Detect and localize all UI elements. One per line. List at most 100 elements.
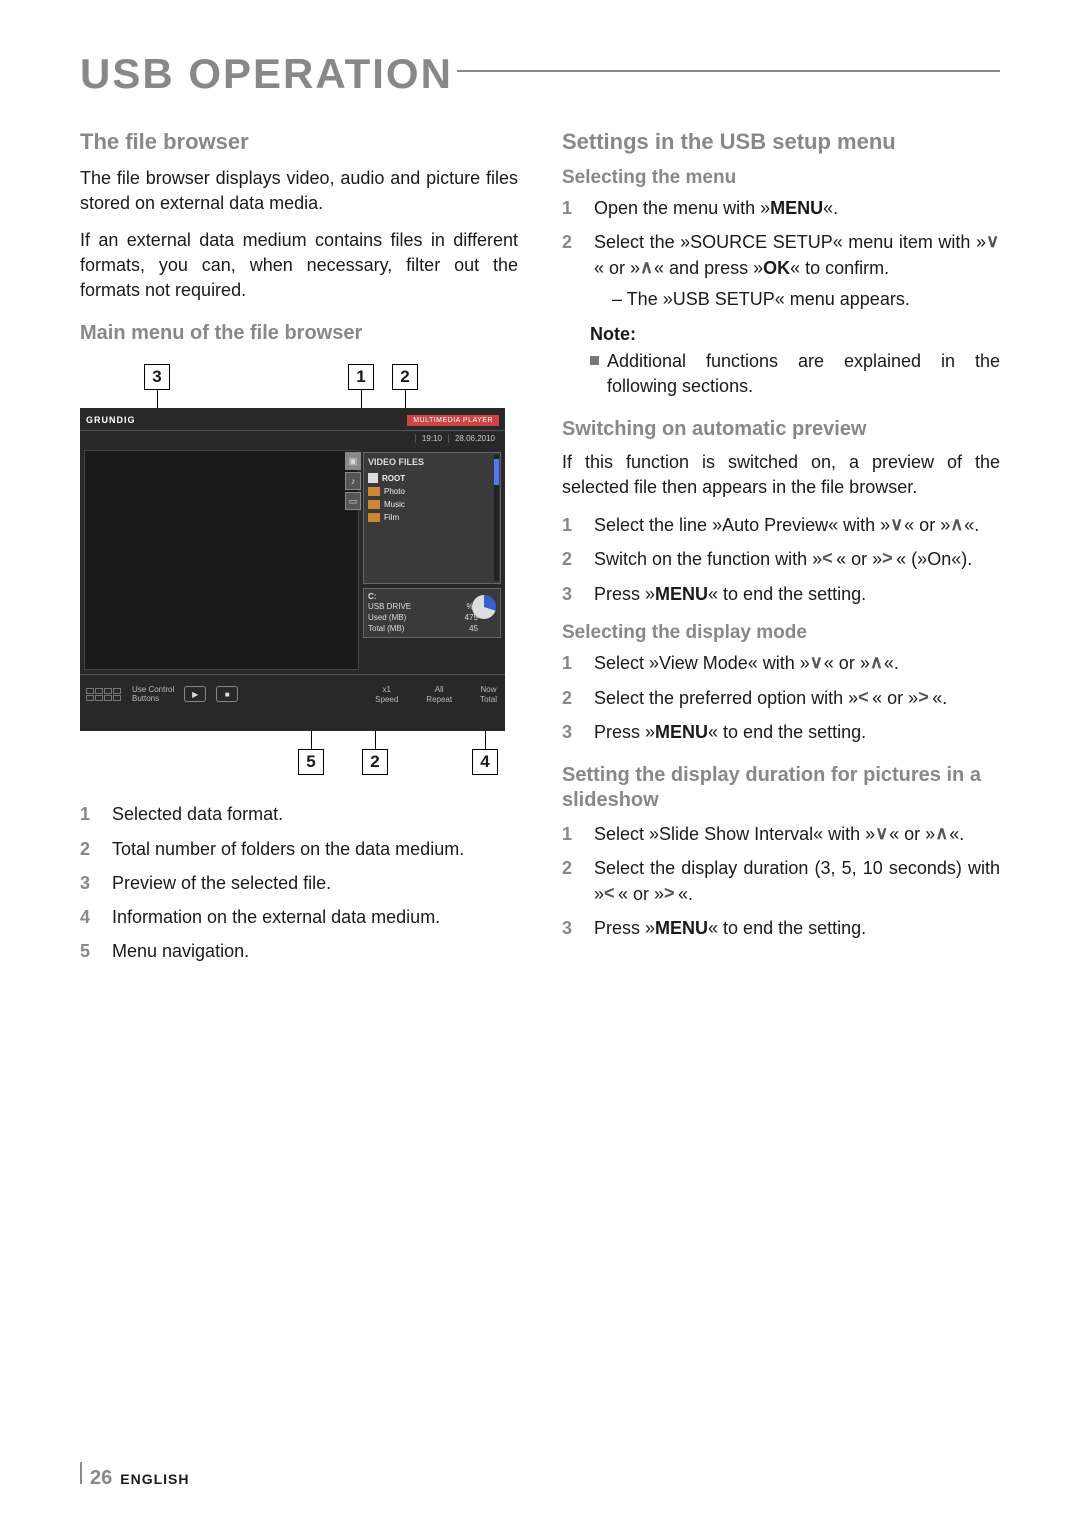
list-number: 4 — [80, 904, 98, 930]
list-text: Select the display duration (3, 5, 10 se… — [594, 855, 1000, 907]
callout-box: 3 — [144, 364, 170, 390]
list-item: 1 Selected data format. — [80, 801, 518, 827]
list-item: 2 Select the »SOURCE SETUP« menu item wi… — [562, 229, 1000, 311]
list-number: 2 — [562, 685, 580, 711]
list-number: 1 — [562, 195, 580, 221]
folder-label: Film — [384, 513, 399, 522]
folder-row: Film — [368, 511, 496, 524]
folder-row: Music — [368, 498, 496, 511]
callout-box: 2 — [392, 364, 418, 390]
list-item: 4 Information on the external data medium… — [80, 904, 518, 930]
list-number: 1 — [562, 512, 580, 538]
left-p1: The file browser displays video, audio a… — [80, 166, 518, 216]
folder-row: Photo — [368, 485, 496, 498]
drive-info-panel: C: USB DRIVE%3Used (MB)475Total (MB)45 — [363, 588, 501, 638]
list-item: 2 Switch on the function with »<« or »>« … — [562, 546, 1000, 572]
list-number: 2 — [562, 546, 580, 572]
list-text: Selected data format. — [112, 801, 518, 827]
tab-audio-icon: ♪ — [345, 472, 361, 490]
list-text: Open the menu with »MENU«. — [594, 195, 1000, 221]
stop-icon: ■ — [216, 686, 238, 702]
list-number: 3 — [562, 581, 580, 607]
list-item: 1 Open the menu with »MENU«. — [562, 195, 1000, 221]
callout-box: 2 — [362, 749, 388, 775]
list-item: 2 Total number of folders on the data med… — [80, 836, 518, 862]
preview-area — [84, 450, 359, 670]
date-label: 28.06.2010 — [448, 434, 495, 443]
list-text: Select the »SOURCE SETUP« menu item with… — [594, 229, 1000, 311]
list-text: Select the line »Auto Preview« with »∨« … — [594, 512, 1000, 538]
list-text: Total number of folders on the data medi… — [112, 836, 518, 862]
legend-list: 1 Selected data format. 2 Total number of f… — [80, 801, 518, 963]
list-item: 1Select »Slide Show Interval« with »∨« o… — [562, 821, 1000, 847]
list-item: 3 Press »MENU« to end the setting. — [562, 581, 1000, 607]
list-number: 1 — [80, 801, 98, 827]
sec4-list: 1Select »Slide Show Interval« with »∨« o… — [562, 821, 1000, 941]
list-text: Select the preferred option with »<« or … — [594, 685, 1000, 711]
footer-stat: NowTotal — [480, 685, 497, 704]
folder-icon — [368, 487, 380, 496]
folder-icon — [368, 513, 380, 522]
list-number: 1 — [562, 650, 580, 676]
grid-icon — [80, 688, 122, 701]
list-number: 3 — [562, 915, 580, 941]
left-p2: If an external data medium contains file… — [80, 228, 518, 304]
root-icon — [368, 473, 378, 483]
list-text: Press »MENU« to end the setting. — [594, 581, 1000, 607]
folder-icon — [368, 500, 380, 509]
right-h1: Settings in the USB setup menu — [562, 128, 1000, 156]
list-number: 2 — [562, 229, 580, 311]
list-text: Menu navigation. — [112, 938, 518, 964]
sec3-list: 1 Select »View Mode« with »∨« or »∧«. 2 Sel… — [562, 650, 1000, 744]
list-item: 3 Press »MENU« to end the setting. — [562, 719, 1000, 745]
note-box: Note: Additional functions are explained… — [590, 324, 1000, 399]
right-column: Settings in the USB setup menu Selecting… — [562, 128, 1000, 972]
list-number: 3 — [562, 719, 580, 745]
page-title: USB OPERATION — [80, 50, 1000, 98]
sec2-h: Switching on automatic preview — [562, 417, 1000, 442]
list-item: 5Menu navigation. — [80, 938, 518, 964]
note-title: Note: — [590, 324, 1000, 345]
columns: The file browser The file browser displa… — [80, 128, 1000, 972]
sec4-h: Setting the display duration for picture… — [562, 763, 1000, 813]
format-tabs: ▣ ♪ ▭ — [345, 452, 361, 510]
list-number: 2 — [80, 836, 98, 862]
list-text: Select »Slide Show Interval« with »∨« or… — [594, 821, 1000, 847]
tab-video-icon: ▣ — [345, 452, 361, 470]
list-text: Select »View Mode« with »∨« or »∧«. — [594, 650, 1000, 676]
list-text: Press »MENU« to end the setting. — [594, 719, 1000, 745]
note-text: Additional functions are explained in th… — [607, 349, 1000, 399]
datetime-bar: 19:1028.06.2010 — [80, 430, 505, 446]
list-text: Press »MENU« to end the setting. — [594, 915, 1000, 941]
list-text: Information on the external data medium. — [112, 904, 518, 930]
left-column: The file browser The file browser displa… — [80, 128, 518, 972]
tv-footer: Use Control Buttons ▶ ■ x1SpeedAllRepeat… — [80, 674, 505, 714]
page-number: 26 — [90, 1467, 112, 1490]
use-control-2: Buttons — [132, 695, 174, 704]
callout-box: 1 — [348, 364, 374, 390]
left-h2: Main menu of the file browser — [80, 321, 518, 346]
tv-screenshot: GRUNDIG MULTIMEDIA PLAYER 19:1028.06.201… — [80, 408, 505, 731]
folder-row: ROOT — [368, 471, 496, 485]
footer-stat: AllRepeat — [426, 685, 452, 704]
list-text: Switch on the function with »<« or »>« (… — [594, 546, 1000, 572]
left-h1: The file browser — [80, 128, 518, 156]
tab-photo-icon: ▭ — [345, 492, 361, 510]
play-icon: ▶ — [184, 686, 206, 702]
callout-box: 5 — [298, 749, 324, 775]
list-item: 2 Select the preferred option with »<« or… — [562, 685, 1000, 711]
scrollbar — [494, 455, 499, 581]
sec1-list: 1 Open the menu with »MENU«. 2 Select the … — [562, 195, 1000, 311]
folder-panel: VIDEO FILES ROOTPhotoMusicFilm — [363, 452, 501, 584]
square-bullet-icon — [590, 356, 599, 365]
sec1-h: Selecting the menu — [562, 166, 1000, 190]
list-number: 2 — [562, 855, 580, 907]
sec2-list: 1 Select the line »Auto Preview« with »∨«… — [562, 512, 1000, 606]
mode-label: MULTIMEDIA PLAYER — [407, 415, 499, 426]
list-item: 2 Select the display duration (3, 5, 10 s… — [562, 855, 1000, 907]
list-item: 1 Select the line »Auto Preview« with »∨«… — [562, 512, 1000, 538]
list-item: 3 Press »MENU« to end the setting. — [562, 915, 1000, 941]
callout-box: 4 — [472, 749, 498, 775]
brand-label: GRUNDIG — [86, 415, 136, 425]
page-lang: ENGLISH — [120, 1471, 189, 1487]
